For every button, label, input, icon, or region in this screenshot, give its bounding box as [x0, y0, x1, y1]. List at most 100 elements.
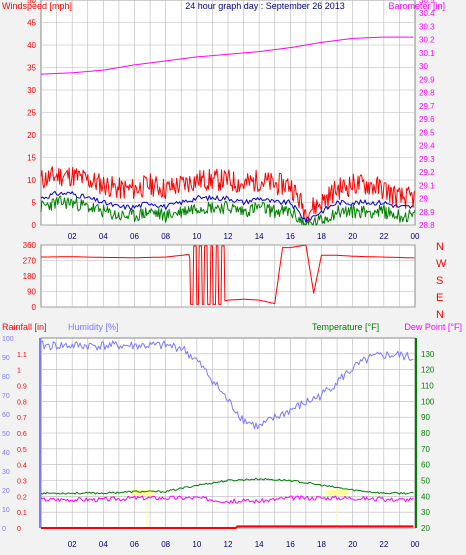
baro-tick-label: 29.9 [419, 75, 435, 84]
baro-tick-label: 29.1 [419, 181, 435, 190]
rain-tick-label: 0 [17, 526, 21, 533]
temperature-tick-label: 30 [421, 508, 430, 517]
time-tick-label: 04 [99, 540, 108, 549]
temperature-tick-label: 130 [421, 350, 435, 359]
time-tick-label: 04 [99, 232, 108, 241]
time-tick-label: 08 [161, 540, 170, 549]
humidity-tick-label: 30 [2, 469, 10, 476]
compass-label: S [436, 275, 443, 287]
time-tick-label: 12 [224, 540, 233, 549]
temperature-tick-label: 40 [421, 492, 430, 501]
direction-tick-label: 0 [32, 303, 37, 312]
temperature-tick-label: 50 [421, 477, 430, 486]
time-tick-label: 22 [379, 232, 388, 241]
rain-axis-title: Rainfall [in] [2, 322, 47, 332]
baro-tick-label: 29.2 [419, 168, 435, 177]
humidity-tick-label: 80 [2, 374, 10, 381]
rain-tick-label: 0.9 [17, 384, 27, 391]
direction-tick-label: 360 [23, 241, 37, 250]
baro-axis-title: Barometer [in] [388, 1, 445, 11]
baro-tick-label: 29.8 [419, 89, 435, 98]
time-tick-label: 10 [192, 232, 201, 241]
dewpoint-line [40, 495, 414, 504]
time-tick-label: 10 [192, 540, 201, 549]
temperature-axis-title: Temperature [°F] [312, 322, 379, 332]
baro-tick-label: 29.5 [419, 128, 435, 137]
wind-line [40, 166, 416, 223]
dewpoint-axis-title: Dew Point [°F] [404, 322, 462, 332]
rain-line [41, 525, 414, 529]
baro-tick-label: 29 [419, 195, 428, 204]
baro-tick-label: 30 [419, 62, 428, 71]
humidity-axis-title: Humidity [%] [68, 322, 119, 332]
humidity-tick-label: 90 [2, 355, 10, 362]
temperature-tick-label: 90 [421, 413, 430, 422]
time-tick-label: 00 [411, 232, 420, 241]
direction-tick-label: 270 [23, 257, 37, 266]
temperature-tick-label: 70 [421, 445, 430, 454]
series-lines [40, 36, 416, 529]
barometer-line [41, 36, 414, 75]
time-tick-label: 18 [317, 232, 326, 241]
rain-tick-label: 0.8 [17, 399, 27, 406]
wind-tick-label: 5 [32, 199, 37, 208]
rain-tick-label: 0.1 [17, 510, 27, 517]
time-tick-label: 22 [379, 540, 388, 549]
baro-tick-label: 30.2 [419, 36, 435, 45]
rain-tick-label: 0.6 [17, 431, 27, 438]
baro-tick-label: 28.9 [419, 208, 435, 217]
wind-tick-label: 35 [27, 64, 36, 73]
temperature-tick-label: 20 [421, 524, 430, 533]
time-tick-label: 06 [130, 232, 139, 241]
humidity-tick-label: 0 [2, 526, 6, 533]
temperature-tick-label: 80 [421, 429, 430, 438]
baro-tick-label: 29.3 [419, 155, 435, 164]
graph-title: 24 hour graph day : September 26 2013 [185, 1, 345, 11]
wind-tick-label: 40 [27, 41, 36, 50]
time-tick-label: 08 [161, 232, 170, 241]
time-tick-label: 12 [224, 232, 233, 241]
time-tick-label: 18 [317, 540, 326, 549]
baro-tick-label: 29.6 [419, 115, 435, 124]
temperature-tick-label: 60 [421, 461, 430, 470]
time-tick-label: 14 [255, 540, 264, 549]
baro-tick-label: 29.7 [419, 102, 435, 111]
rain-tick-label: 0.2 [17, 494, 27, 501]
compass-label: E [436, 292, 443, 304]
wind-tick-label: 25 [27, 109, 36, 118]
rain-tick-label: 1.1 [17, 352, 27, 359]
humidity-tick-label: 100 [2, 336, 14, 343]
wind-avg-line [40, 190, 414, 223]
baro-tick-label: 29.4 [419, 142, 435, 151]
compass-label: N [436, 241, 444, 253]
temperature-line [40, 477, 414, 495]
wind-gust-line [40, 195, 416, 226]
time-tick-label: 20 [348, 540, 357, 549]
wind-tick-label: 0 [32, 221, 37, 230]
humidity-tick-label: 60 [2, 412, 10, 419]
humidity-tick-label: 10 [2, 507, 10, 514]
direction-line [40, 244, 415, 305]
humidity-axis-bar [39, 338, 41, 528]
time-tick-label: 16 [286, 232, 295, 241]
direction-tick-label: 180 [23, 272, 37, 281]
wind-tick-label: 45 [27, 19, 36, 28]
humidity-tick-label: 40 [2, 450, 10, 457]
baro-tick-label: 30.1 [419, 49, 435, 58]
baro-tick-label: 30.5 [419, 0, 435, 5]
baro-tick-label: 30.3 [419, 22, 435, 31]
time-tick-label: 02 [68, 232, 77, 241]
baro-tick-label: 30.4 [419, 9, 435, 18]
baro-tick-label: 28.8 [419, 221, 435, 230]
temperature-tick-label: 100 [421, 397, 435, 406]
time-tick-label: 06 [130, 540, 139, 549]
direction-tick-label: 90 [27, 288, 36, 297]
extreme-marker [131, 490, 154, 495]
humidity-tick-label: 70 [2, 393, 10, 400]
extreme-marker [326, 490, 349, 495]
time-tick-label: 14 [255, 232, 264, 241]
rain-tick-label: 0.4 [17, 463, 27, 470]
compass-label: N [436, 309, 444, 321]
axis-labels: 0510152025303540455028.828.92929.129.229… [2, 0, 462, 549]
humidity-tick-label: 20 [2, 488, 10, 495]
